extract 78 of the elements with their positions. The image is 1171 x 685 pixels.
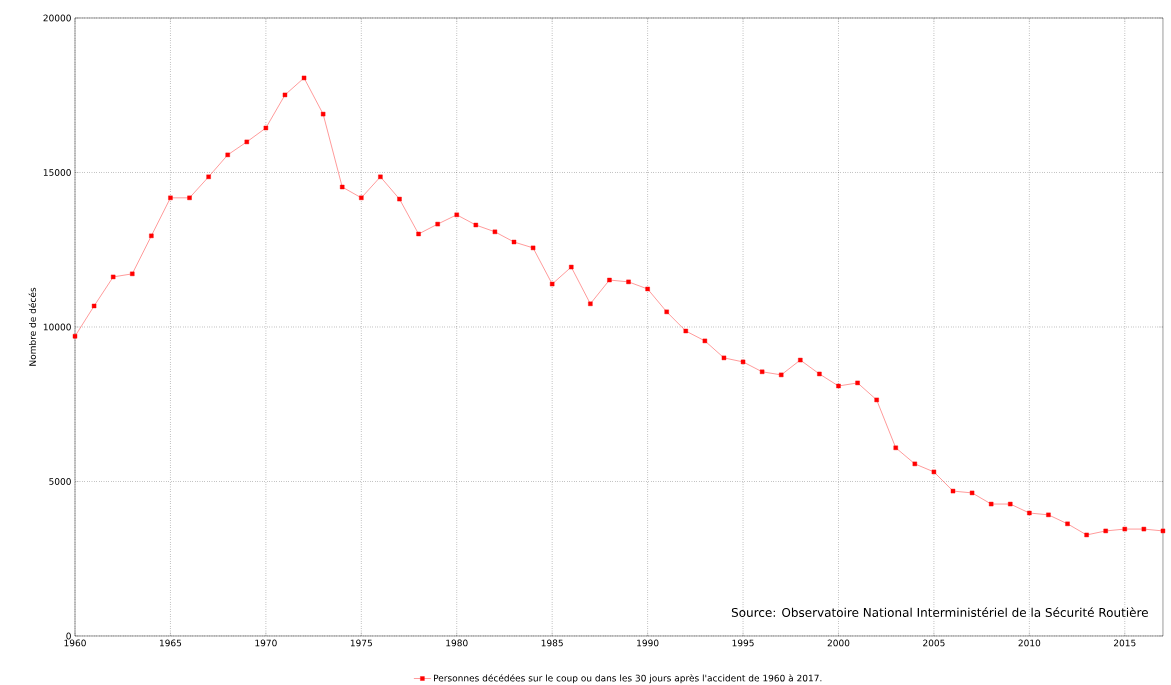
point bbox=[931, 469, 937, 475]
point bbox=[359, 195, 364, 201]
x-tick-label: 2000 bbox=[827, 639, 850, 647]
point bbox=[378, 174, 383, 180]
point bbox=[721, 355, 727, 361]
x-tick-label: 1975 bbox=[350, 639, 372, 647]
point bbox=[1027, 510, 1032, 516]
point bbox=[282, 92, 288, 98]
point bbox=[91, 303, 97, 309]
annotation: Source: Observatoire National Interministériel de la Sécurité Routière bbox=[731, 607, 1148, 618]
point bbox=[683, 328, 688, 334]
point bbox=[588, 301, 593, 307]
point bbox=[950, 488, 956, 494]
point bbox=[569, 264, 574, 270]
point bbox=[759, 369, 765, 374]
point bbox=[988, 501, 994, 507]
point bbox=[893, 445, 898, 451]
point bbox=[149, 233, 154, 239]
x-tick-label: 1990 bbox=[637, 639, 659, 647]
point bbox=[1141, 526, 1147, 532]
point bbox=[779, 372, 784, 378]
x-tick-label: 1985 bbox=[541, 639, 563, 647]
point bbox=[225, 152, 230, 158]
x-tick-label: 2005 bbox=[923, 639, 945, 647]
point bbox=[301, 75, 307, 81]
point bbox=[263, 125, 269, 131]
point bbox=[549, 281, 555, 287]
point bbox=[187, 195, 192, 201]
point bbox=[206, 174, 211, 180]
point bbox=[969, 490, 975, 496]
x-tick-label: 1960 bbox=[64, 639, 86, 647]
x-tick-label: 1995 bbox=[732, 639, 754, 647]
point bbox=[798, 357, 803, 363]
point bbox=[1160, 528, 1166, 534]
point bbox=[168, 195, 173, 201]
point bbox=[1046, 512, 1051, 518]
point bbox=[435, 221, 440, 227]
point bbox=[130, 271, 135, 277]
point bbox=[454, 212, 459, 218]
point bbox=[817, 371, 822, 377]
point bbox=[320, 111, 326, 117]
y-tick-label: 5000 bbox=[49, 478, 71, 485]
y-tick-label: 10000 bbox=[43, 323, 71, 331]
point bbox=[473, 222, 479, 228]
point bbox=[397, 196, 402, 202]
point bbox=[702, 338, 708, 344]
point bbox=[511, 239, 517, 245]
point bbox=[492, 229, 498, 235]
point bbox=[740, 359, 746, 365]
y-tick-label: 0 bbox=[66, 632, 71, 640]
point bbox=[1008, 501, 1013, 507]
x-tick-label: 1965 bbox=[159, 639, 182, 647]
point bbox=[855, 380, 860, 386]
y-tick-label: 20000 bbox=[43, 14, 71, 22]
point bbox=[645, 286, 650, 292]
point bbox=[836, 383, 841, 389]
point bbox=[626, 279, 631, 285]
y-axis-title: Nombre de décés bbox=[28, 287, 36, 366]
point bbox=[664, 309, 669, 315]
point bbox=[110, 274, 116, 280]
point bbox=[874, 397, 879, 403]
point bbox=[1122, 526, 1127, 532]
point bbox=[530, 245, 536, 251]
x-tick-label: 1970 bbox=[255, 639, 277, 647]
point bbox=[1065, 521, 1070, 527]
x-tick-label: 2010 bbox=[1018, 639, 1041, 647]
x-tick-label: 1980 bbox=[446, 639, 468, 647]
point bbox=[1084, 532, 1089, 538]
point bbox=[340, 184, 345, 190]
x-tick-label: 2015 bbox=[1113, 639, 1136, 647]
point bbox=[72, 334, 78, 339]
point bbox=[416, 231, 421, 237]
point bbox=[912, 461, 918, 467]
point bbox=[244, 139, 249, 145]
point bbox=[607, 277, 612, 283]
legend-label: Personnes décédées sur le coup ou dans les 30 jours après l'accident de 1960 à 2017. bbox=[434, 674, 822, 684]
y-tick-label: 15000 bbox=[43, 169, 71, 176]
point bbox=[1103, 528, 1108, 534]
